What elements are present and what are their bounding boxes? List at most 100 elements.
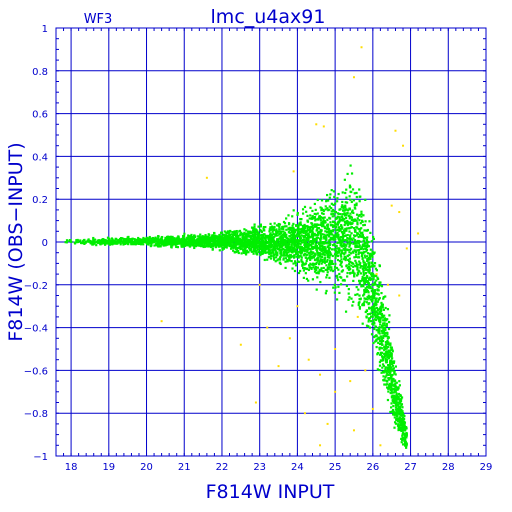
- data-point: [246, 245, 249, 249]
- data-point: [388, 384, 391, 387]
- data-point: [351, 188, 355, 191]
- data-point: [389, 410, 392, 414]
- data-point: [392, 404, 395, 408]
- data-point: [270, 225, 274, 228]
- data-point: [347, 292, 350, 295]
- data-point: [334, 256, 337, 260]
- data-point-yellow: [398, 294, 401, 297]
- data-point: [371, 283, 374, 287]
- data-point: [354, 259, 357, 262]
- data-point: [363, 297, 366, 300]
- data-point: [393, 370, 396, 373]
- data-point: [362, 294, 365, 297]
- data-point: [323, 237, 326, 240]
- data-point: [254, 248, 257, 251]
- data-point: [321, 253, 325, 256]
- data-point: [310, 256, 313, 259]
- data-point: [87, 240, 90, 243]
- data-point: [273, 222, 276, 225]
- data-point: [183, 238, 186, 242]
- data-point: [376, 352, 380, 355]
- data-point: [277, 243, 280, 247]
- data-point: [372, 341, 375, 345]
- data-point: [394, 411, 397, 414]
- data-point: [272, 238, 275, 242]
- data-point: [259, 225, 263, 228]
- data-point: [332, 228, 335, 231]
- data-point: [263, 258, 266, 262]
- data-point: [300, 256, 303, 259]
- data-point: [302, 234, 306, 238]
- data-point: [343, 220, 347, 224]
- data-point: [204, 238, 207, 242]
- x-tick-label: 26: [366, 462, 379, 473]
- data-point: [363, 293, 366, 296]
- data-point: [401, 406, 404, 409]
- data-point: [274, 243, 278, 246]
- data-point: [331, 244, 335, 247]
- data-point: [376, 368, 379, 371]
- data-point: [286, 258, 289, 262]
- data-point: [390, 382, 393, 385]
- data-point: [307, 245, 310, 248]
- data-point: [232, 249, 235, 252]
- data-point: [181, 243, 184, 246]
- data-point: [374, 303, 377, 307]
- data-point: [138, 241, 141, 244]
- data-point: [296, 213, 299, 216]
- data-point: [354, 246, 357, 249]
- data-point: [256, 248, 260, 251]
- data-point: [246, 230, 250, 233]
- data-point: [189, 239, 193, 242]
- data-point: [301, 212, 305, 215]
- data-point: [130, 239, 133, 242]
- data-point: [169, 235, 173, 238]
- data-point: [327, 253, 330, 256]
- data-point: [299, 217, 302, 221]
- data-point: [379, 310, 383, 313]
- data-point: [394, 383, 397, 386]
- data-point: [285, 225, 288, 228]
- data-point: [306, 236, 309, 240]
- data-point: [166, 243, 169, 246]
- data-point: [300, 234, 304, 237]
- data-point: [397, 397, 400, 400]
- data-point: [299, 252, 303, 255]
- data-point: [243, 242, 246, 245]
- data-point: [358, 282, 361, 285]
- data-point: [385, 374, 388, 377]
- data-point: [367, 294, 370, 297]
- data-point: [268, 244, 271, 247]
- data-point: [341, 226, 344, 229]
- data-point: [295, 233, 298, 236]
- data-point: [366, 252, 370, 255]
- x-axis-label: F814W INPUT: [206, 481, 335, 503]
- data-point: [377, 312, 380, 315]
- data-point: [350, 247, 353, 250]
- data-point: [352, 300, 355, 303]
- data-point: [388, 365, 392, 368]
- data-point: [401, 422, 404, 425]
- data-point: [326, 271, 329, 274]
- data-point: [297, 244, 300, 247]
- data-point: [301, 260, 304, 263]
- data-point: [185, 243, 188, 246]
- data-point: [376, 276, 379, 279]
- data-point: [390, 366, 393, 369]
- data-point: [100, 241, 103, 244]
- data-point: [378, 332, 381, 335]
- data-point: [319, 255, 322, 258]
- data-point: [110, 240, 113, 243]
- data-point: [247, 251, 250, 254]
- data-point: [146, 243, 149, 246]
- data-point: [243, 249, 247, 253]
- data-point: [301, 230, 304, 233]
- data-point: [240, 252, 243, 255]
- data-point: [267, 247, 270, 251]
- data-point: [369, 273, 373, 276]
- data-point: [253, 228, 256, 231]
- data-point: [318, 241, 321, 244]
- data-point: [349, 252, 353, 255]
- data-point: [396, 401, 400, 404]
- data-point: [110, 242, 113, 246]
